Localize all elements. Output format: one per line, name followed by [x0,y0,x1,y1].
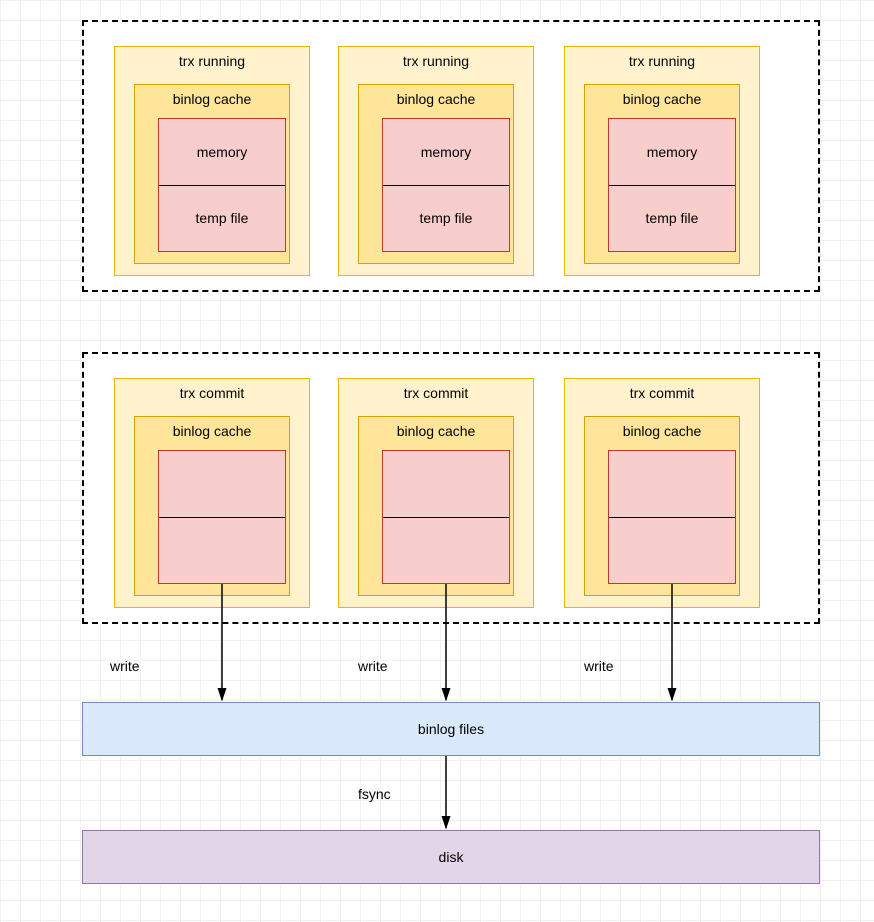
memory-cell: memory [383,119,509,185]
trx-label: trx running [629,53,695,69]
tempfile-cell: temp file [609,185,735,251]
cache-label: binlog cache [397,91,476,107]
cache-storage-box [608,450,736,584]
trx-label: trx running [179,53,245,69]
cache-label: binlog cache [623,423,702,439]
cache-storage-box: memory temp file [608,118,736,252]
diagram-canvas: trx running binlog cache memory temp fil… [0,0,874,922]
memory-label: memory [421,144,472,160]
trx-label: trx commit [630,385,695,401]
cache-storage-box: memory temp file [382,118,510,252]
memory-label: memory [647,144,698,160]
tempfile-cell: temp file [383,185,509,251]
memory-cell: memory [159,119,285,185]
cache-storage-box [382,450,510,584]
tempfile-label: temp file [196,210,249,226]
cache-label: binlog cache [173,423,252,439]
tempfile-label: temp file [646,210,699,226]
tempfile-cell: temp file [159,185,285,251]
tempfile-label: temp file [420,210,473,226]
cache-storage-box: memory temp file [158,118,286,252]
cache-label: binlog cache [623,91,702,107]
storage-divider [383,517,509,518]
write-label: write [110,658,140,674]
write-label: write [358,658,388,674]
memory-cell: memory [609,119,735,185]
disk-label: disk [439,849,464,865]
memory-label: memory [197,144,248,160]
trx-label: trx commit [404,385,469,401]
cache-label: binlog cache [397,423,476,439]
trx-label: trx running [403,53,469,69]
cache-label: binlog cache [173,91,252,107]
storage-divider [609,517,735,518]
trx-label: trx commit [180,385,245,401]
binlog-files-box: binlog files [82,702,820,756]
fsync-label: fsync [358,786,391,802]
cache-storage-box [158,450,286,584]
disk-box: disk [82,830,820,884]
binlog-files-label: binlog files [418,721,484,737]
storage-divider [159,517,285,518]
write-label: write [584,658,614,674]
